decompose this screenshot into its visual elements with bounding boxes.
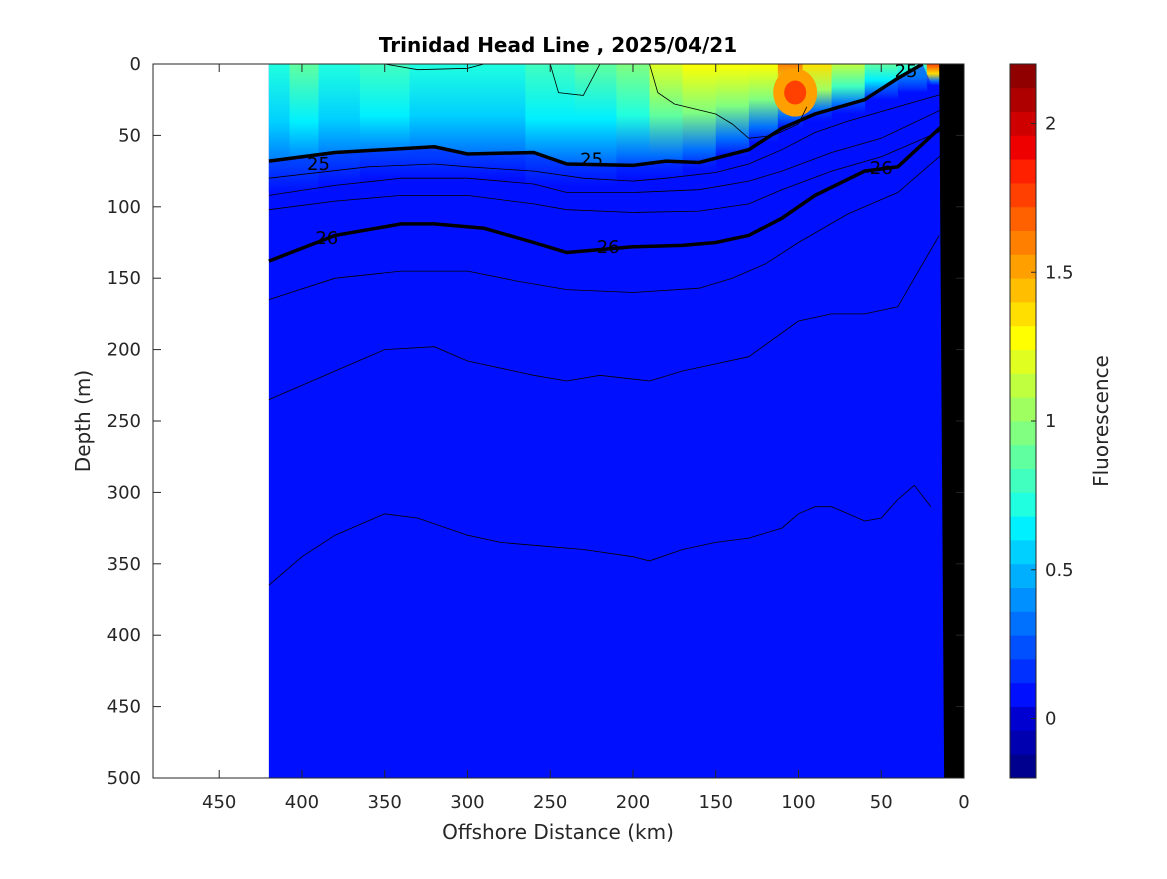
y-tick-label: 0 xyxy=(130,54,141,75)
surface-contour-line xyxy=(384,64,485,71)
colorbar-swatch xyxy=(1010,135,1036,160)
colorbar-tick-label: 2 xyxy=(1045,114,1056,135)
colorbar-swatch xyxy=(1010,183,1036,208)
contour-line-25 xyxy=(268,64,924,168)
surface-contour-line xyxy=(549,64,601,96)
colorbar-swatch xyxy=(1010,468,1036,493)
fluorescence-column xyxy=(748,64,779,143)
contour-label-26: 26 xyxy=(315,228,338,249)
colorbar-swatch xyxy=(1010,373,1036,398)
contour-label-25: 25 xyxy=(307,154,330,175)
colorbar-swatch xyxy=(1010,254,1036,279)
colorbar-swatch xyxy=(1010,325,1036,350)
x-tick-label: 300 xyxy=(450,792,484,813)
fluorescence-column xyxy=(715,64,750,157)
x-tick-label: 150 xyxy=(699,792,733,813)
colorbar-swatch xyxy=(1010,64,1036,89)
seafloor-bathymetry xyxy=(939,64,964,778)
y-tick-label: 250 xyxy=(107,411,141,432)
pycnocline-band xyxy=(268,64,948,262)
colorbar-swatch xyxy=(1010,278,1036,303)
x-axis-label: Offshore Distance (km) xyxy=(442,820,674,844)
x-tick-label: 450 xyxy=(202,792,236,813)
contour-label-26: 26 xyxy=(597,237,620,258)
x-tick-label: 350 xyxy=(368,792,402,813)
contour-line-26 xyxy=(268,119,949,263)
colorbar-swatch xyxy=(1010,87,1036,112)
colorbar-swatch xyxy=(1010,206,1036,231)
colorbar-swatch xyxy=(1010,754,1036,779)
contour-line xyxy=(268,235,940,400)
y-tick-label: 150 xyxy=(107,268,141,289)
contour-label-text: 25 xyxy=(307,154,330,175)
colorbar-label: Fluorescence xyxy=(1089,355,1113,487)
colorbar-swatch xyxy=(1010,611,1036,636)
fluorescence-column xyxy=(682,64,717,172)
contour-label-text: 26 xyxy=(315,228,338,249)
fluorescence-field xyxy=(268,64,948,778)
contour-label-text: 26 xyxy=(597,237,620,258)
contour-label-text: 25 xyxy=(895,61,918,82)
contour-line xyxy=(268,127,948,213)
contour-line xyxy=(268,149,948,300)
colorbar-swatch xyxy=(1010,682,1036,707)
colorbar-swatch xyxy=(1010,563,1036,588)
y-tick-label: 400 xyxy=(107,625,141,646)
colorbar-swatch xyxy=(1010,587,1036,612)
contour-label-text: 25 xyxy=(580,150,603,171)
colorbar: 0 0.5 1 1.5 2 xyxy=(1009,63,1074,779)
colorbar-swatch xyxy=(1010,302,1036,327)
y-axis-label: Depth (m) xyxy=(71,370,95,472)
colorbar-swatch xyxy=(1010,444,1036,469)
colorbar-tick-label: 1.5 xyxy=(1045,262,1074,283)
fluorescence-column xyxy=(616,64,651,179)
surface-contour-line xyxy=(649,64,808,139)
x-tick-label: 100 xyxy=(781,792,815,813)
x-axis-ticks: 450 400 350 300 250 200 150 100 50 0 xyxy=(202,64,970,813)
colorbar-swatch xyxy=(1010,421,1036,446)
y-tick-label: 200 xyxy=(107,340,141,361)
colorbar-swatch xyxy=(1010,516,1036,541)
contour-line xyxy=(268,106,948,196)
colorbar-swatch xyxy=(1010,659,1036,684)
colorbar-tick-label: 1 xyxy=(1045,411,1056,432)
x-tick-label: 50 xyxy=(870,792,893,813)
x-tick-label: 200 xyxy=(616,792,650,813)
y-tick-label: 300 xyxy=(107,482,141,503)
y-tick-label: 100 xyxy=(107,197,141,218)
seafloor xyxy=(939,64,964,778)
y-tick-label: 50 xyxy=(118,125,141,146)
contour-line xyxy=(268,484,932,586)
y-tick-label: 350 xyxy=(107,554,141,575)
colorbar-swatch xyxy=(1010,730,1036,755)
colorbar-swatch xyxy=(1010,635,1036,660)
x-tick-label: 400 xyxy=(285,792,319,813)
colorbar-swatch xyxy=(1010,492,1036,517)
colorbar-swatch xyxy=(1010,159,1036,184)
fluorescence-peak-core xyxy=(784,80,807,105)
colorbar-swatch xyxy=(1010,230,1036,255)
x-tick-label: 250 xyxy=(533,792,567,813)
contour-label-25: 25 xyxy=(895,61,918,82)
density-contours xyxy=(268,64,949,586)
contour-label-26: 26 xyxy=(870,158,893,179)
chart-title: Trinidad Head Line , 2025/04/21 xyxy=(379,33,737,57)
y-tick-label: 450 xyxy=(107,697,141,718)
colorbar-swatch xyxy=(1010,540,1036,565)
colorbar-tick-label: 0 xyxy=(1045,709,1056,730)
colorbar-swatch xyxy=(1010,349,1036,374)
y-tick-label: 500 xyxy=(107,768,141,789)
contour-label-25: 25 xyxy=(580,150,603,171)
contour-label-text: 26 xyxy=(870,158,893,179)
contour-line xyxy=(268,92,948,182)
colorbar-swatch xyxy=(1010,397,1036,422)
x-tick-label: 0 xyxy=(958,792,969,813)
colorbar-tick-label: 0.5 xyxy=(1045,560,1074,581)
contour-labels: 25 25 25 26 26 26 xyxy=(307,61,918,258)
y-axis-ticks: 0 50 100 150 200 250 300 350 400 450 500 xyxy=(107,54,964,789)
